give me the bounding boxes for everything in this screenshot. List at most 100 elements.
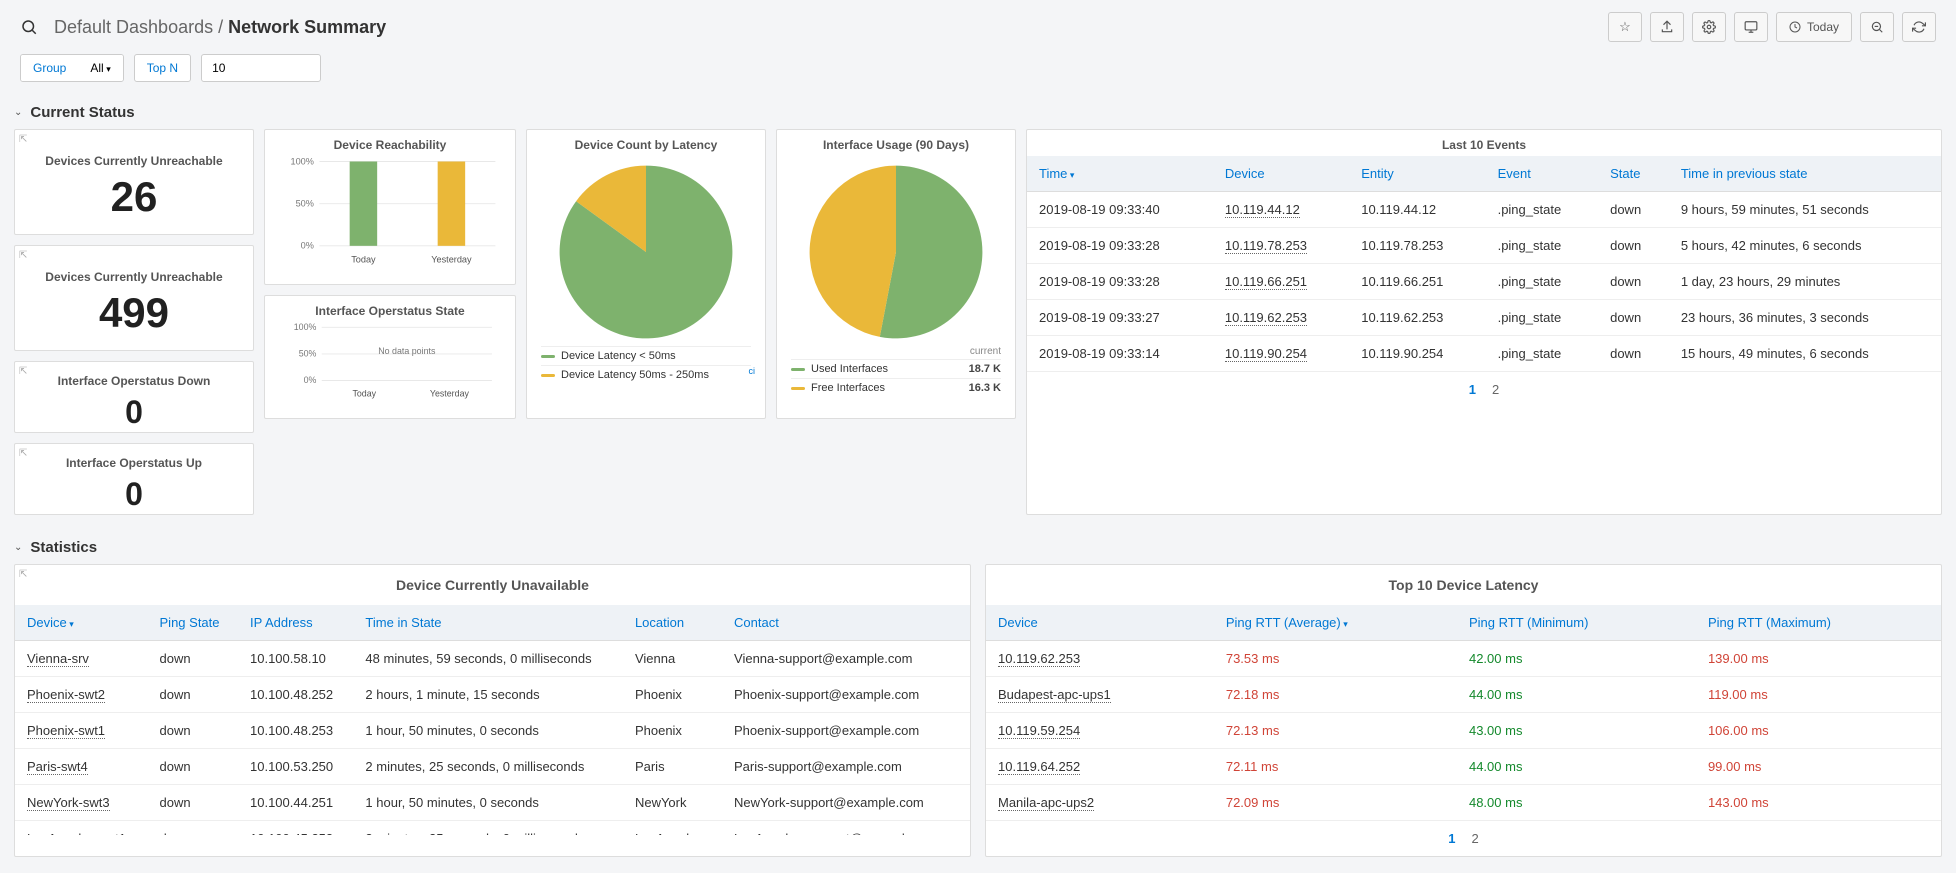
table-header[interactable]: Device (986, 605, 1214, 641)
page-number[interactable]: 2 (1464, 831, 1487, 846)
table-header[interactable]: Time in previous state (1669, 156, 1941, 192)
section-current-status[interactable]: ⌄ Current Status (14, 96, 1942, 129)
zoom-out-icon[interactable] (1860, 12, 1894, 42)
table-cell: down (148, 677, 238, 713)
external-link-icon[interactable]: ⇱ (19, 134, 27, 145)
table-cell: down (148, 749, 238, 785)
table-cell[interactable]: Vienna-srv (15, 641, 148, 677)
refresh-icon[interactable] (1902, 12, 1936, 42)
table-cell: 42.00 ms (1457, 641, 1696, 677)
group-filter-all[interactable]: All (78, 55, 122, 81)
table-row: 10.119.59.25472.13 ms43.00 ms106.00 ms (986, 713, 1941, 749)
table-cell: 44.00 ms (1457, 749, 1696, 785)
legend-item[interactable]: Device Latency < 50ms (541, 346, 751, 365)
external-link-icon[interactable]: ⇱ (19, 569, 27, 580)
table-cell[interactable]: 10.119.62.253 (1213, 300, 1349, 336)
latency-pager: 12 (986, 821, 1941, 856)
table-header[interactable]: Event (1486, 156, 1599, 192)
table-cell[interactable]: Phoenix-swt2 (15, 677, 148, 713)
table-cell: 2019-08-19 09:33:27 (1027, 300, 1213, 336)
page-number[interactable]: 1 (1461, 382, 1484, 397)
table-cell: 2 minutes, 25 seconds, 0 milliseconds (353, 749, 623, 785)
table-cell: 73.53 ms (1214, 641, 1457, 677)
table-cell[interactable]: Budapest-apc-ups1 (986, 677, 1214, 713)
table-cell[interactable]: 10.119.59.254 (986, 713, 1214, 749)
table-cell: Phoenix (623, 713, 722, 749)
timerange-button[interactable]: Today (1776, 12, 1852, 42)
table-cell: NewYork-support@example.com (722, 785, 970, 821)
table-header[interactable]: Ping State (148, 605, 238, 641)
table-row: Phoenix-swt2down10.100.48.2522 hours, 1 … (15, 677, 970, 713)
topn-label[interactable]: Top N (134, 54, 191, 82)
table-cell: Phoenix-support@example.com (722, 713, 970, 749)
ci-link[interactable]: ci (749, 366, 756, 376)
external-link-icon[interactable]: ⇱ (19, 366, 27, 377)
table-cell: 10.119.90.254 (1349, 336, 1485, 372)
table-cell[interactable]: 10.119.44.12 (1213, 192, 1349, 228)
table-header[interactable]: Ping RTT (Maximum) (1696, 605, 1941, 641)
table-cell: down (1598, 264, 1669, 300)
gear-icon[interactable] (1692, 12, 1726, 42)
table-cell: 10.100.48.252 (238, 677, 353, 713)
external-link-icon[interactable]: ⇱ (19, 250, 27, 261)
star-icon[interactable]: ☆ (1608, 12, 1642, 42)
page-number[interactable]: 2 (1484, 382, 1507, 397)
share-icon[interactable] (1650, 12, 1684, 42)
search-icon[interactable] (20, 18, 38, 36)
stat-card: ⇱ Interface Operstatus Down 0 (14, 361, 254, 433)
table-row: Paris-swt4down10.100.53.2502 minutes, 25… (15, 749, 970, 785)
table-cell[interactable]: 10.119.62.253 (986, 641, 1214, 677)
table-header[interactable]: Device (1213, 156, 1349, 192)
group-filter-label[interactable]: Group (21, 55, 78, 81)
table-header[interactable]: Ping RTT (Average) (1214, 605, 1457, 641)
table-cell: 10.100.44.251 (238, 785, 353, 821)
svg-text:100%: 100% (294, 322, 317, 332)
monitor-icon[interactable] (1734, 12, 1768, 42)
table-cell[interactable]: 10.119.78.253 (1213, 228, 1349, 264)
breadcrumb-parent[interactable]: Default Dashboards (54, 17, 213, 37)
topn-input[interactable] (201, 54, 321, 82)
table-header[interactable]: Ping RTT (Minimum) (1457, 605, 1696, 641)
table-cell[interactable]: 10.119.66.251 (1213, 264, 1349, 300)
table-cell: 1 hour, 50 minutes, 0 seconds (353, 713, 623, 749)
page-number[interactable]: 1 (1440, 831, 1463, 846)
stat-card: ⇱ Devices Currently Unreachable 499 (14, 245, 254, 351)
table-cell: 15 hours, 49 minutes, 6 seconds (1669, 336, 1941, 372)
table-header[interactable]: Time (1027, 156, 1213, 192)
top-device-latency-panel: Top 10 Device Latency DevicePing RTT (Av… (985, 564, 1942, 857)
events-pager: 12 (1027, 372, 1941, 407)
chevron-down-icon: ⌄ (14, 107, 22, 118)
legend-item[interactable]: Device Latency 50ms - 250ms (541, 365, 751, 384)
table-row: Vienna-srvdown10.100.58.1048 minutes, 59… (15, 641, 970, 677)
table-cell[interactable]: Paris-swt4 (15, 749, 148, 785)
table-cell: 10.100.48.253 (238, 713, 353, 749)
table-cell: 10.100.53.250 (238, 749, 353, 785)
table-cell[interactable]: Phoenix-swt1 (15, 713, 148, 749)
table-row: NewYork-swt3down10.100.44.2511 hour, 50 … (15, 785, 970, 821)
table-cell: 48 minutes, 59 seconds, 0 milliseconds (353, 641, 623, 677)
table-header[interactable]: Device (15, 605, 148, 641)
table-header[interactable]: Contact (722, 605, 970, 641)
legend-item[interactable]: Used Interfaces18.7 K (791, 359, 1001, 378)
table-row: 2019-08-19 09:33:2810.119.78.25310.119.7… (1027, 228, 1941, 264)
table-cell: 48.00 ms (1457, 785, 1696, 821)
table-cell[interactable]: 10.119.64.252 (986, 749, 1214, 785)
table-cell[interactable]: Manila-apc-ups2 (986, 785, 1214, 821)
legend-item[interactable]: Free Interfaces16.3 K (791, 378, 1001, 397)
table-cell: down (148, 821, 238, 836)
table-cell: .ping_state (1486, 300, 1599, 336)
table-header[interactable]: Location (623, 605, 722, 641)
table-cell: Phoenix-support@example.com (722, 677, 970, 713)
section-statistics[interactable]: ⌄ Statistics (14, 531, 1942, 564)
table-cell[interactable]: LosAngeles-swt1 (15, 821, 148, 836)
table-cell[interactable]: NewYork-swt3 (15, 785, 148, 821)
external-link-icon[interactable]: ⇱ (19, 448, 27, 459)
table-cell: down (1598, 336, 1669, 372)
table-header[interactable]: State (1598, 156, 1669, 192)
table-cell: 10.100.45.253 (238, 821, 353, 836)
table-cell[interactable]: 10.119.90.254 (1213, 336, 1349, 372)
table-header[interactable]: Entity (1349, 156, 1485, 192)
table-header[interactable]: IP Address (238, 605, 353, 641)
table-header[interactable]: Time in State (353, 605, 623, 641)
table-cell: Phoenix (623, 677, 722, 713)
